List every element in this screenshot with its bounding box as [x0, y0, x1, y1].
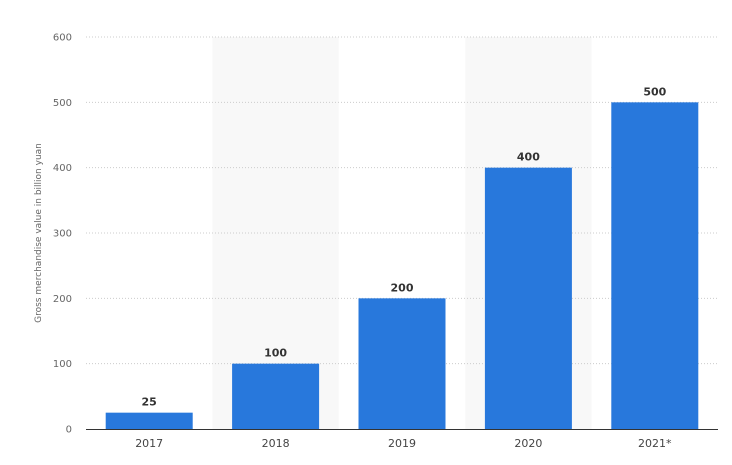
y-tick-label: 100 [53, 359, 72, 370]
bar-2020 [484, 167, 572, 429]
x-tick-label: 2019 [388, 437, 416, 450]
y-tick-label: 500 [53, 98, 72, 109]
x-tick-label: 2018 [262, 437, 290, 450]
data-label: 500 [643, 85, 666, 98]
bar-2021 [611, 102, 699, 429]
data-label: 200 [391, 281, 414, 294]
y-tick-label: 400 [53, 163, 72, 174]
x-axis-ticks: 2017 2018 2019 2020 2021* [135, 437, 672, 450]
x-tick-label: 2017 [135, 437, 163, 450]
data-label: 100 [264, 347, 287, 360]
y-tick-label: 300 [53, 229, 72, 240]
y-tick-label: 600 [53, 33, 72, 44]
y-axis-title: Gross merchandise value in billion yuan [34, 143, 44, 323]
bars [105, 102, 699, 429]
y-axis-ticks: 0 100 200 300 400 500 600 [53, 33, 72, 436]
x-tick-label: 2021* [638, 437, 672, 450]
y-tick-label: 200 [53, 294, 72, 305]
x-tick-label: 2020 [514, 437, 542, 450]
bar-2017 [105, 412, 193, 429]
data-label: 400 [517, 151, 540, 164]
bar-2019 [358, 298, 446, 429]
data-labels: 25 100 200 400 500 [142, 85, 667, 408]
data-label: 25 [142, 396, 157, 409]
bar-2018 [232, 363, 320, 429]
y-tick-label: 0 [66, 425, 72, 436]
